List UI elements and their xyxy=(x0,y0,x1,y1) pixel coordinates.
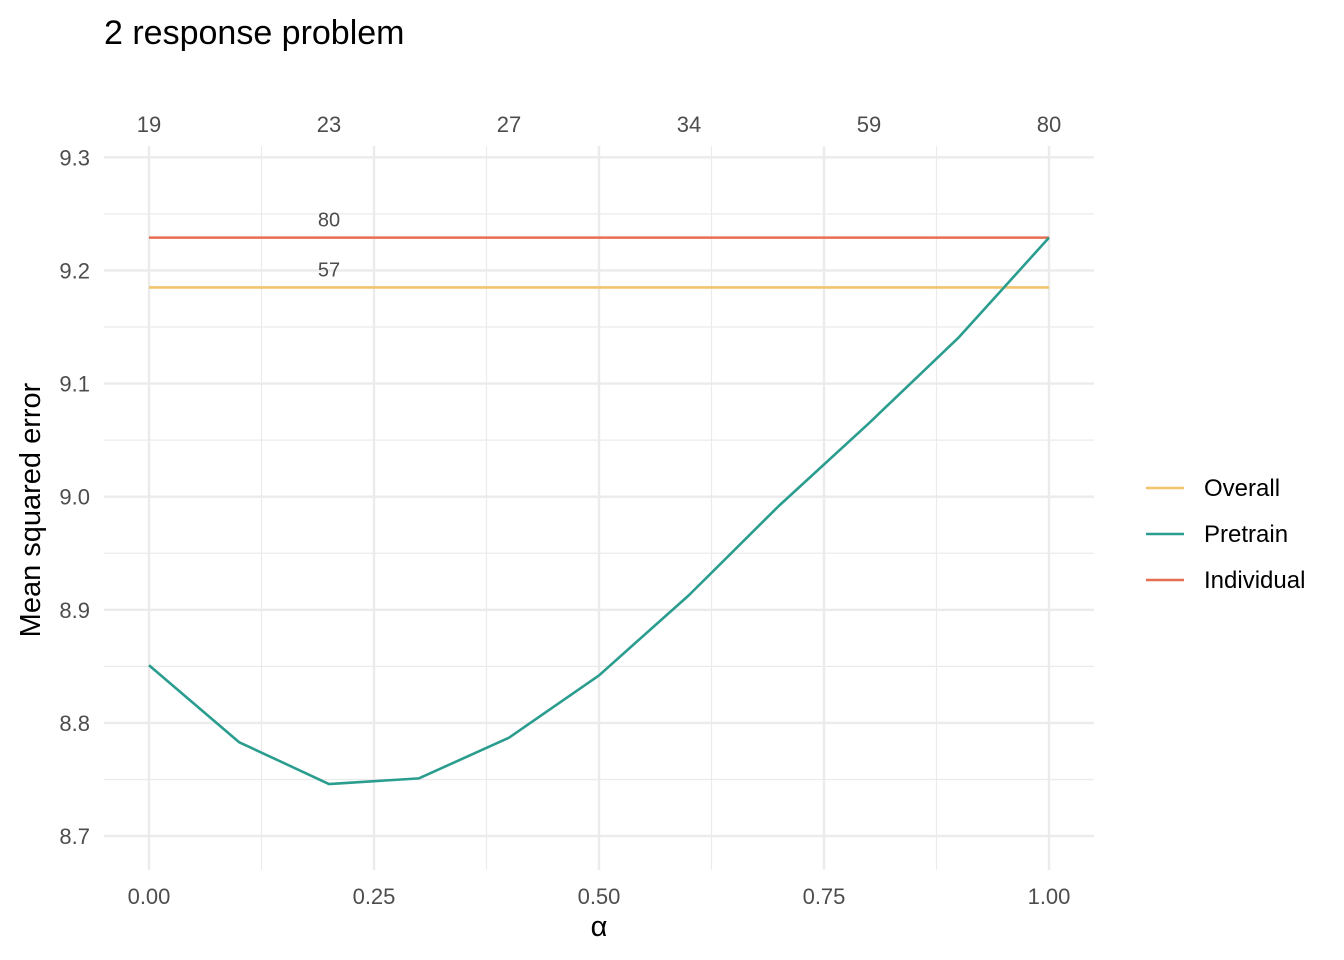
top-axis-tick-label: 34 xyxy=(677,112,701,137)
y-tick-label: 9.3 xyxy=(59,145,90,170)
annotation-label: 80 xyxy=(318,210,340,232)
tick-labels: 0.00 0.25 0.50 0.75 1.00 8.7 8.8 8.9 9.0 9.1 9.2 9.… xyxy=(59,112,1070,909)
legend: Overall Pretrain Individual xyxy=(1146,475,1305,594)
annotations: 80 57 xyxy=(318,210,340,282)
x-tick-label: 0.00 xyxy=(128,884,171,909)
y-axis-title: Mean squared error xyxy=(15,382,47,637)
y-tick-label: 8.8 xyxy=(59,711,90,736)
x-tick-label: 0.75 xyxy=(803,884,846,909)
top-axis-tick-label: 27 xyxy=(497,112,521,137)
y-tick-label: 9.2 xyxy=(59,258,90,283)
top-axis-tick-label: 80 xyxy=(1037,112,1061,137)
series-lines xyxy=(148,236,1050,786)
y-tick-label: 8.9 xyxy=(59,598,90,623)
y-tick-label: 9.0 xyxy=(59,485,90,510)
top-axis-tick-label: 19 xyxy=(137,112,161,137)
legend-label-individual: Individual xyxy=(1204,567,1305,594)
top-axis-tick-label: 23 xyxy=(317,112,341,137)
x-tick-label: 0.25 xyxy=(353,884,396,909)
x-tick-label: 1.00 xyxy=(1028,884,1071,909)
chart-title: 2 response problem xyxy=(104,14,405,52)
legend-label-pretrain: Pretrain xyxy=(1204,521,1288,548)
x-tick-label: 0.50 xyxy=(578,884,621,909)
grid xyxy=(104,146,1094,870)
annotation-label: 57 xyxy=(318,259,340,281)
x-axis-title: α xyxy=(591,911,608,943)
y-tick-label: 8.7 xyxy=(59,824,90,849)
legend-label-overall: Overall xyxy=(1204,475,1280,502)
y-tick-label: 9.1 xyxy=(59,372,90,397)
top-axis-tick-label: 59 xyxy=(857,112,881,137)
series-line-pretrain xyxy=(148,236,1050,786)
